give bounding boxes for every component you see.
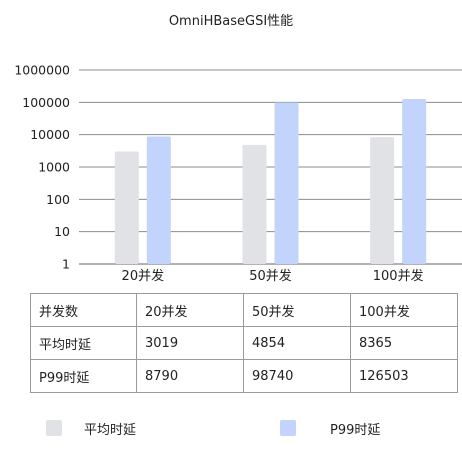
table-row: P99时延 8790 98740 126503 — [30, 359, 458, 393]
table-cell: 100并发 — [350, 293, 458, 327]
table-cell: P99时延 — [30, 359, 137, 393]
table-cell: 8365 — [350, 326, 458, 360]
table-cell: 并发数 — [30, 293, 137, 327]
data-table: 并发数 20并发 50并发 100并发 平均时延 3019 4854 8365 P99时延 879… — [30, 293, 458, 393]
bar-chart: 1 10 100 1000 10000 100000 1000000 20并发 50并发 100并… — [14, 63, 462, 284]
y-tick-label: 10000 — [30, 127, 70, 142]
x-tick-label: 20并发 — [122, 268, 165, 284]
y-tick-label: 1000 — [38, 160, 70, 175]
bar-avg — [114, 151, 139, 264]
legend-item-avg: 平均时延 — [46, 419, 137, 438]
y-tick-label: 10 — [54, 224, 70, 239]
bar-p99 — [274, 102, 299, 265]
x-tick-label: 100并发 — [373, 268, 424, 284]
y-tick-label: 1 — [62, 257, 70, 272]
x-tick-label: 50并发 — [249, 268, 292, 284]
table-cell: 50并发 — [243, 293, 351, 327]
y-tick-label: 100000 — [22, 95, 70, 110]
chart-title: OmniHBaseGSI性能 — [168, 14, 294, 29]
bar-avg — [242, 144, 267, 264]
legend-swatch-avg — [46, 420, 62, 436]
y-tick-label: 100 — [46, 192, 70, 207]
table-cell: 平均时延 — [30, 326, 137, 360]
table-header-row: 并发数 20并发 50并发 100并发 — [30, 293, 458, 327]
legend-item-p99: P99时延 — [280, 419, 381, 438]
bar-p99 — [402, 99, 427, 264]
table-cell: 3019 — [136, 326, 244, 360]
table-row: 平均时延 3019 4854 8365 — [30, 326, 458, 360]
bar-p99 — [146, 136, 171, 264]
bar-avg — [370, 137, 395, 264]
legend-label-avg: 平均时延 — [84, 422, 137, 438]
table-cell: 8790 — [136, 359, 244, 393]
legend-swatch-p99 — [280, 420, 296, 436]
table-cell: 20并发 — [136, 293, 244, 327]
table-cell: 126503 — [350, 359, 458, 393]
table-cell: 98740 — [243, 359, 351, 393]
y-tick-label: 1000000 — [14, 63, 70, 78]
legend-label-p99: P99时延 — [330, 422, 381, 438]
table-cell: 4854 — [243, 326, 351, 360]
